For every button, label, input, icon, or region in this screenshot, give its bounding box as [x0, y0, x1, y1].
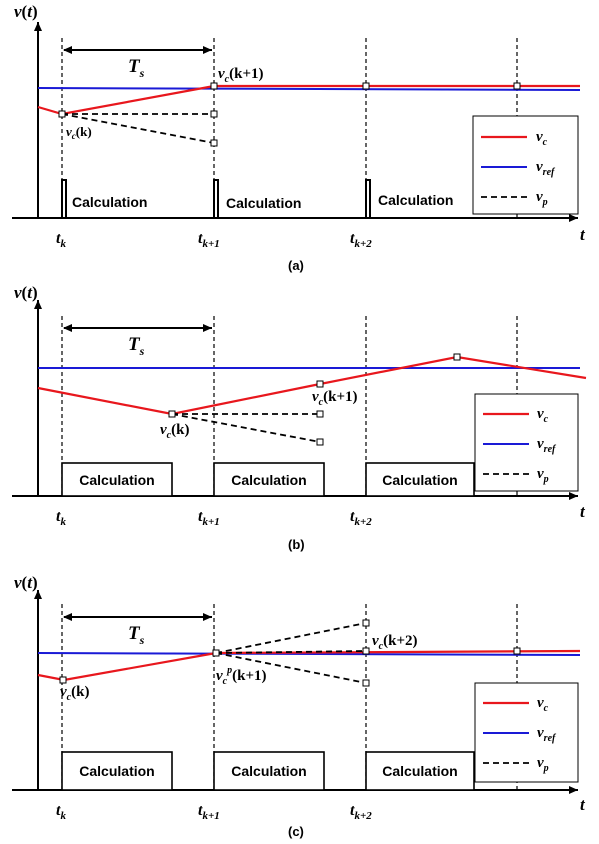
tick-tk: tk: [56, 802, 66, 822]
calc-label-1: Calculation: [79, 472, 154, 488]
prediction-marker: [210, 139, 218, 147]
calc-pulse: [61, 179, 67, 218]
calc-pulse: [213, 179, 219, 218]
calc-block-3: [365, 462, 475, 497]
vp-prediction-slope: [171, 413, 321, 443]
y-axis-label: v(t): [14, 573, 38, 592]
panel-caption: (b): [288, 537, 305, 552]
calc-pulse: [365, 179, 371, 218]
calc-label-1: Calculation: [72, 194, 147, 210]
panel-caption: (c): [288, 824, 304, 839]
tick-tk1: tk+1: [198, 230, 220, 250]
legend-box: [474, 393, 579, 492]
legend-box: [472, 115, 579, 215]
sample-marker: [210, 82, 218, 90]
ts-label: Ts: [128, 334, 145, 358]
calc-label-3: Calculation: [382, 472, 457, 488]
vref-line: [37, 652, 581, 656]
legend-vref-label: vref: [537, 725, 557, 744]
prediction-marker: [362, 679, 370, 687]
legend-vp-label: vp: [536, 189, 548, 208]
vp-prediction-slope: [61, 113, 215, 144]
panel-a: v(t) t Ts vc(k) vc(k+1) Calculation Calc…: [12, 2, 586, 273]
sample-marker: [513, 82, 521, 90]
tick-tk: tk: [56, 230, 66, 250]
vref-line: [37, 87, 581, 91]
legend-vc-label: vc: [536, 129, 548, 148]
sample-marker: [362, 82, 370, 90]
sample-marker: [59, 676, 67, 684]
panel-c: v(t) t Ts vc(k) vcp(k+1) vc(k+2) Calcula…: [12, 573, 586, 839]
sample-marker: [58, 110, 66, 118]
legend-vref-label: vref: [537, 436, 557, 455]
calc-block-1: [61, 751, 173, 791]
calc-label-1: Calculation: [79, 763, 154, 779]
calc-label-2: Calculation: [226, 195, 301, 211]
calc-label-2: Calculation: [231, 763, 306, 779]
vp-prediction-down: [215, 652, 367, 684]
legend-vc-label: vc: [537, 406, 549, 425]
tick-tk2: tk+2: [350, 508, 372, 528]
ts-label: Ts: [128, 56, 145, 80]
y-axis-label: v(t): [14, 283, 38, 302]
tick-tk1: tk+1: [198, 508, 220, 528]
legend-vp-label: vp: [537, 755, 549, 774]
calc-block-1: [61, 462, 173, 497]
prediction-marker: [210, 110, 218, 118]
annotation-vcp-k1: vcp(k+1): [216, 665, 267, 687]
calc-label-3: Calculation: [382, 763, 457, 779]
vc-line: [37, 84, 580, 116]
x-axis-label: t: [580, 225, 586, 244]
prediction-marker: [316, 410, 324, 418]
calc-label-2: Calculation: [231, 472, 306, 488]
sample-marker: [513, 647, 521, 655]
prediction-marker: [362, 619, 370, 627]
panel-caption: (a): [288, 258, 304, 273]
calc-label-3: Calculation: [378, 192, 453, 208]
annotation-vc-k: vc(k): [160, 422, 189, 441]
sample-marker: [453, 353, 461, 361]
y-axis-label: v(t): [14, 2, 38, 21]
annotation-vc-k2: vc(k+2): [372, 633, 418, 652]
vp-prediction-up: [215, 622, 367, 654]
legend-vref-label: vref: [536, 159, 556, 178]
sample-marker: [362, 647, 370, 655]
vc-line: [37, 649, 581, 682]
sample-marker: [316, 380, 324, 388]
prediction-marker: [316, 438, 324, 446]
calc-block-2: [213, 462, 325, 497]
annotation-vc-k1: vc(k+1): [218, 66, 264, 85]
calc-block-2: [213, 751, 325, 791]
x-axis-label: t: [580, 795, 586, 814]
legend-vp-label: vp: [537, 466, 549, 485]
tick-tk2: tk+2: [350, 802, 372, 822]
tick-tk2: tk+2: [350, 230, 372, 250]
calc-block-3: [365, 751, 475, 791]
vp-prediction-flat: [215, 650, 367, 654]
sample-marker: [212, 649, 220, 657]
annotation-vc-k1: vc(k+1): [312, 389, 358, 408]
annotation-vc-k: vc(k): [60, 684, 89, 703]
tick-tk1: tk+1: [198, 802, 220, 822]
sample-marker: [168, 410, 176, 418]
tick-tk: tk: [56, 508, 66, 528]
legend-vc-label: vc: [537, 695, 549, 714]
x-axis-label: t: [580, 502, 586, 521]
annotation-vc-k: vc(k): [66, 124, 92, 141]
ts-label: Ts: [128, 623, 145, 647]
panel-b: v(t) t Ts vc(k) vc(k+1) Calculation Calc…: [12, 283, 587, 552]
